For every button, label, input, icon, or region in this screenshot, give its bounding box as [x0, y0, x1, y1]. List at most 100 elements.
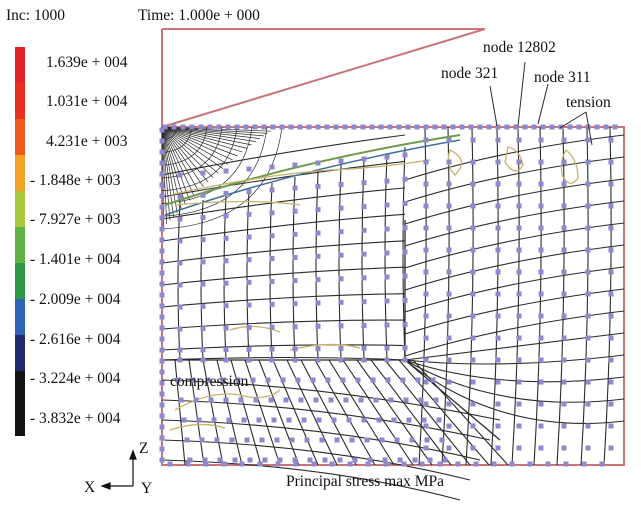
node-marker	[495, 269, 501, 275]
node-marker	[470, 445, 476, 451]
node-marker	[495, 225, 501, 231]
node-marker	[585, 181, 591, 187]
node-marker	[585, 203, 591, 209]
node-marker	[384, 178, 390, 184]
node-marker	[561, 313, 567, 319]
compression-label: compression	[170, 373, 249, 390]
node-marker	[384, 322, 390, 328]
node-marker	[585, 423, 591, 429]
node-marker	[246, 279, 252, 285]
node-marker	[181, 417, 187, 423]
fan-line	[161, 126, 219, 174]
node-marker	[159, 226, 165, 232]
node-marker	[177, 260, 183, 266]
node-marker	[423, 159, 429, 165]
fan-line	[161, 126, 233, 161]
fan-arc	[161, 126, 208, 166]
node-marker	[200, 281, 206, 287]
legend-label: 1.639e + 004	[46, 54, 128, 71]
node-marker	[223, 168, 229, 174]
fan-line	[161, 126, 238, 157]
node-marker	[495, 247, 501, 253]
mesh-bottom-oblique	[314, 359, 376, 466]
node-marker	[361, 417, 367, 423]
node-marker	[331, 417, 337, 423]
node-marker	[159, 314, 165, 320]
mesh-vertical	[315, 170, 319, 361]
node-marker	[608, 379, 614, 385]
node-marker	[470, 423, 476, 429]
legend-swatch	[15, 191, 25, 227]
legend-label: - 3.224e + 004	[30, 370, 121, 387]
node-marker	[423, 124, 429, 130]
contour-line	[169, 423, 226, 431]
node-marker	[342, 124, 348, 130]
legend-label: - 3.832e + 004	[30, 410, 121, 427]
node-marker	[585, 291, 591, 297]
node-marker	[470, 291, 476, 297]
node-marker	[561, 247, 567, 253]
node-marker	[402, 322, 408, 328]
node-marker	[361, 345, 367, 351]
fan-line	[161, 126, 229, 165]
node-marker	[234, 124, 240, 130]
node-marker	[315, 300, 321, 306]
node-marker	[608, 247, 614, 253]
node-marker	[608, 291, 614, 297]
node-marker	[238, 397, 244, 403]
node-marker	[159, 270, 165, 276]
node-marker	[406, 417, 412, 423]
node-marker	[333, 124, 339, 130]
mesh-vertical	[292, 176, 296, 361]
node-marker	[538, 335, 544, 341]
fan-line	[161, 126, 224, 169]
node-marker	[177, 194, 183, 200]
node-marker	[608, 269, 614, 275]
node-marker	[470, 379, 476, 385]
node-marker	[286, 417, 292, 423]
node-marker	[177, 326, 183, 332]
node-marker	[200, 237, 206, 243]
mesh-bottom-oblique	[328, 359, 395, 466]
node-marker	[516, 423, 522, 429]
node-marker	[159, 149, 165, 155]
mesh-horizontal	[161, 213, 406, 242]
node-marker	[608, 401, 614, 407]
node-marker	[403, 397, 409, 403]
mesh-horizontal	[161, 266, 406, 286]
node-marker	[585, 445, 591, 451]
node-marker	[495, 203, 501, 209]
node-marker	[470, 159, 476, 165]
node-marker	[177, 347, 183, 353]
node-marker	[159, 303, 165, 309]
node-marker	[199, 437, 205, 443]
node-marker	[516, 269, 522, 275]
node-marker	[246, 166, 252, 172]
node-marker	[349, 437, 355, 443]
node-marker	[292, 162, 298, 168]
node-marker	[561, 203, 567, 209]
mesh-horizontal	[161, 160, 406, 198]
node-marker	[159, 193, 165, 199]
mesh-lines	[161, 126, 625, 501]
fan-line	[161, 126, 165, 227]
node-marker	[162, 124, 168, 130]
node-marker	[347, 461, 353, 467]
node-marker	[229, 437, 235, 443]
node-marker	[289, 437, 295, 443]
node-marker	[516, 379, 522, 385]
node-marker	[275, 461, 281, 467]
node-marker	[405, 124, 411, 130]
node-marker	[338, 252, 344, 258]
node-marker	[338, 182, 344, 188]
node-marker	[246, 325, 252, 331]
fan-line	[161, 126, 261, 139]
mesh-right-horizontal	[404, 156, 625, 203]
node-marker	[388, 397, 394, 403]
node-marker	[495, 445, 501, 451]
legend-swatch	[15, 83, 25, 119]
node-marker	[608, 203, 614, 209]
node-marker	[340, 377, 346, 383]
node-marker	[246, 234, 252, 240]
node-markers	[159, 124, 618, 467]
